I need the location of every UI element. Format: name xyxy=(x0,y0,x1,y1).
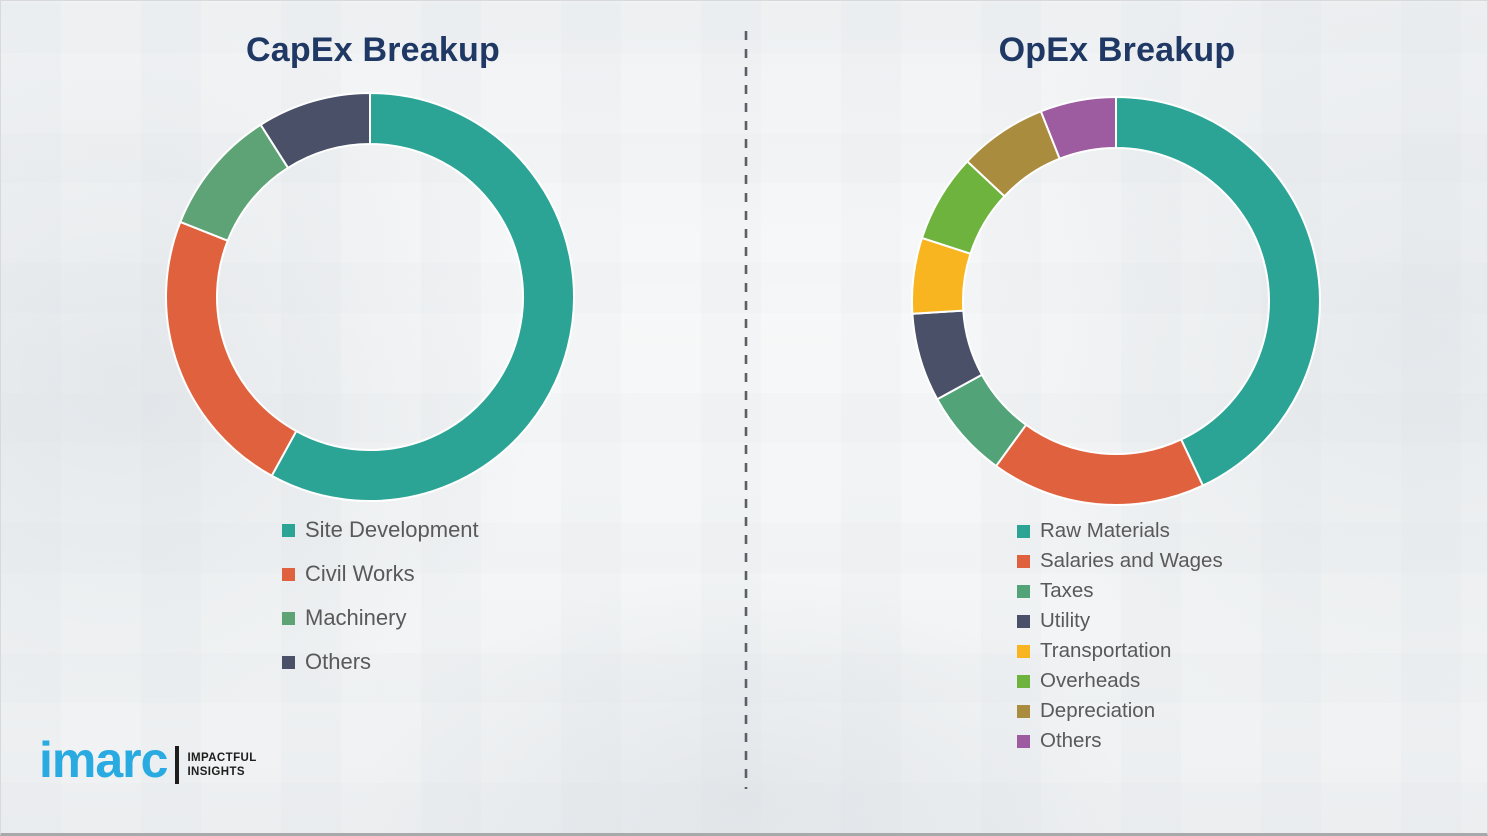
imarc-logo-wordmark: imarc xyxy=(39,731,168,788)
legend-label: Others xyxy=(305,649,372,674)
legend-label: Site Development xyxy=(305,517,479,542)
donut-segment-others xyxy=(259,91,371,170)
legend-item: Civil Works xyxy=(282,552,479,596)
legend-item: Utility xyxy=(1017,606,1223,636)
legend-label: Overheads xyxy=(1040,669,1141,692)
legend-label: Depreciation xyxy=(1040,699,1156,722)
legend-item: Others xyxy=(282,640,479,684)
legend-swatch-icon xyxy=(1017,644,1030,658)
legend-label: Utility xyxy=(1040,609,1091,632)
legend-swatch-icon xyxy=(1017,524,1030,538)
logo-tagline: IMPACTFUL INSIGHTS xyxy=(187,751,256,780)
legend-item: Depreciation xyxy=(1017,696,1223,726)
legend-item: Taxes xyxy=(1017,576,1223,606)
logo-tagline-line1: IMPACTFUL xyxy=(187,751,257,764)
legend-swatch-icon xyxy=(1017,614,1030,628)
opex-chart-title: OpEx Breakup xyxy=(998,31,1236,69)
legend-item: Site Development xyxy=(282,508,479,552)
legend-item: Machinery xyxy=(282,596,479,640)
legend-label: Transportation xyxy=(1040,639,1172,662)
legend-swatch-icon xyxy=(282,655,295,669)
opex-donut-chart xyxy=(911,95,1321,506)
legend-item: Raw Materials xyxy=(1017,516,1223,546)
legend-swatch-icon xyxy=(1017,734,1030,748)
legend-label: Taxes xyxy=(1040,579,1094,602)
imarc-logo: imarc IMPACTFUL INSIGHTS xyxy=(39,731,257,788)
donut-segment-salaries-and-wages xyxy=(994,423,1205,506)
legend-label: Others xyxy=(1040,729,1102,752)
legend-swatch-icon xyxy=(282,611,295,625)
legend-swatch-icon xyxy=(282,523,295,537)
capex-legend: Site Development Civil Works Machinery Othe… xyxy=(282,508,479,684)
legend-label: Raw Materials xyxy=(1040,519,1170,542)
legend-item: Salaries and Wages xyxy=(1017,546,1223,576)
legend-item: Transportation xyxy=(1017,636,1223,666)
donut-segment-site-development xyxy=(270,91,575,502)
legend-label: Salaries and Wages xyxy=(1040,549,1223,572)
capex-donut-chart xyxy=(165,91,575,502)
logo-divider-bar xyxy=(175,746,180,784)
legend-label: Civil Works xyxy=(305,561,415,586)
donut-segment-raw-materials xyxy=(1115,95,1321,487)
legend-swatch-icon xyxy=(1017,584,1030,598)
legend-item: Overheads xyxy=(1017,666,1223,696)
legend-swatch-icon xyxy=(1017,704,1030,718)
legend-swatch-icon xyxy=(1017,674,1030,688)
donut-segment-others xyxy=(1039,95,1117,161)
donut-segment-civil-works xyxy=(165,220,298,478)
capex-chart-title: CapEx Breakup xyxy=(246,31,500,69)
logo-tagline-line2: INSIGHTS xyxy=(187,766,245,778)
opex-legend: Raw Materials Salaries and Wages Taxes Util… xyxy=(1017,516,1223,756)
legend-item: Others xyxy=(1017,726,1223,756)
dashed-divider-line xyxy=(744,31,748,789)
legend-swatch-icon xyxy=(1017,554,1030,568)
legend-swatch-icon xyxy=(282,567,295,581)
legend-label: Machinery xyxy=(305,605,407,630)
